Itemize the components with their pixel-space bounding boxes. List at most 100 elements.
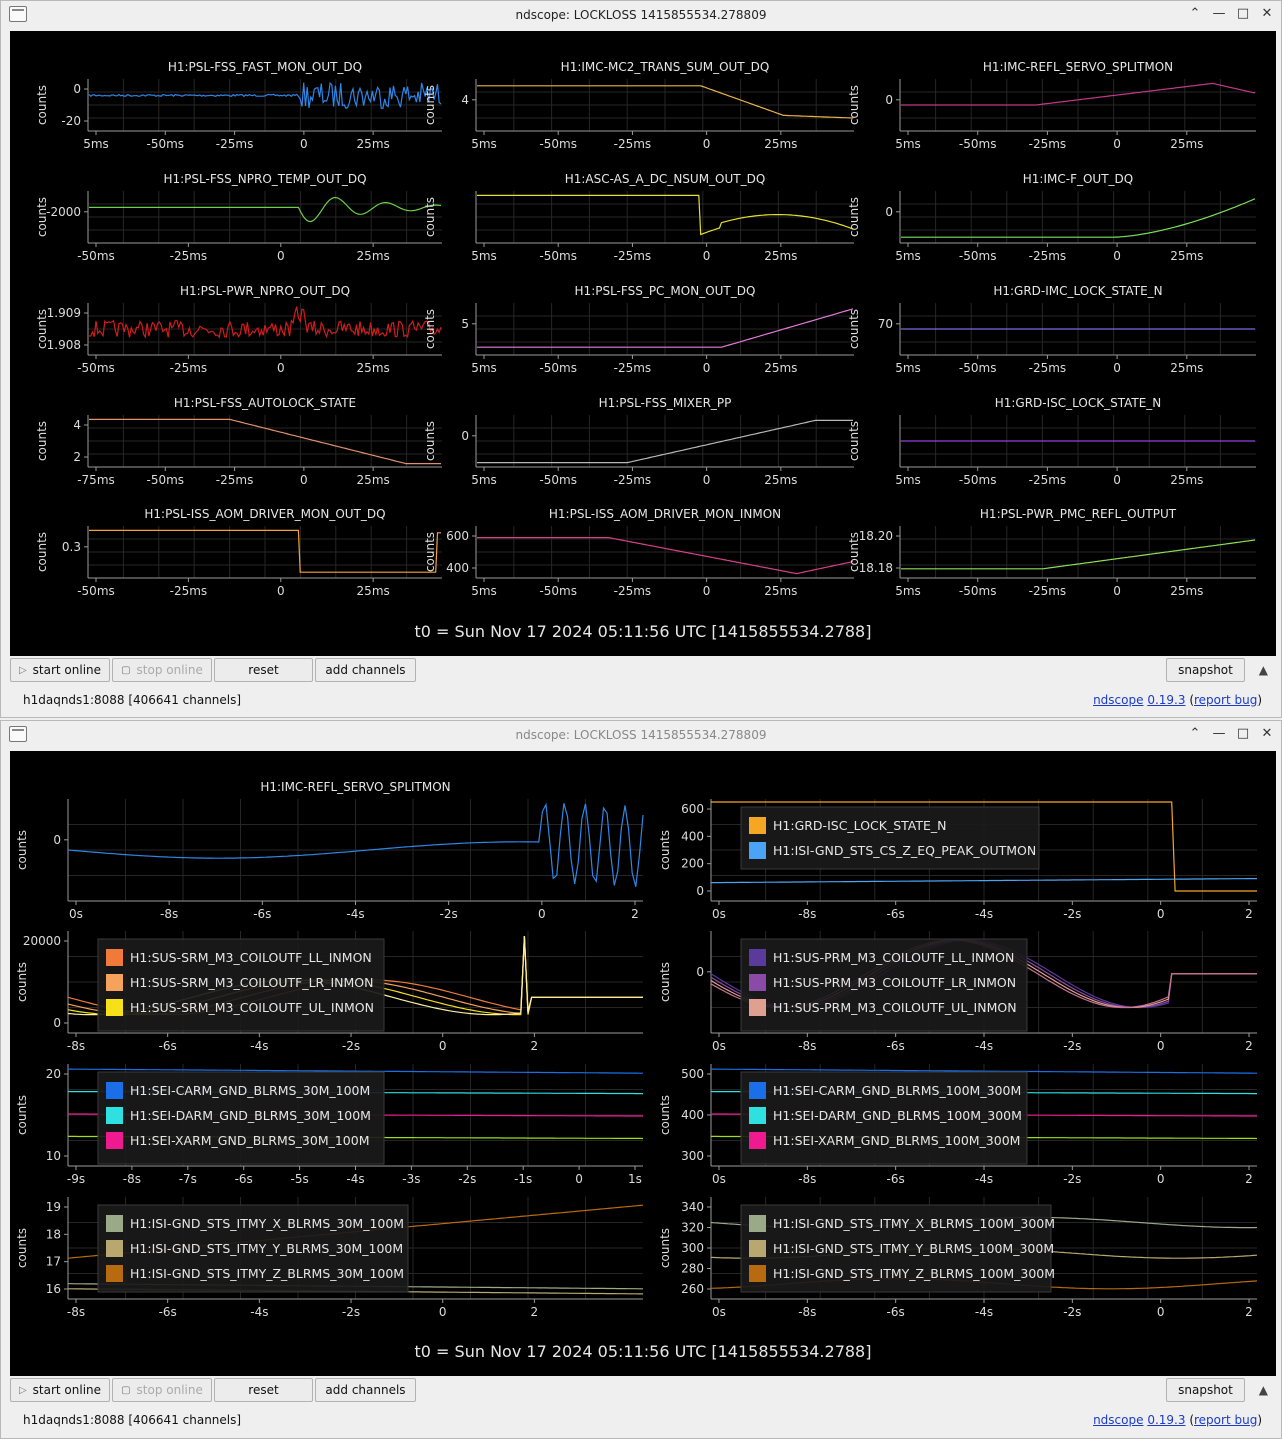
play-icon: ▷ <box>18 1384 27 1396</box>
minimize-icon[interactable]: — <box>1212 6 1226 21</box>
plot-area[interactable]: H1:IMC-REFL_SERVO_SPLITMON counts 0 0s -8s -6… <box>10 751 1276 1376</box>
x-tick-label: -5s <box>290 1172 308 1186</box>
plot-title: H1:PSL-FSS_NPRO_TEMP_OUT_DQ <box>163 172 366 186</box>
x-tick-label: -50ms <box>77 361 115 375</box>
snapshot-button[interactable]: snapshot <box>1166 658 1245 682</box>
x-tick-label: -25ms <box>1029 361 1067 375</box>
collapse-icon[interactable]: ▲ <box>1258 1383 1268 1397</box>
start-online-button[interactable]: ▷ start online <box>10 658 110 682</box>
y-axis-label: counts <box>847 197 861 237</box>
plot-panel[interactable]: H1:PSL-FSS_NPRO_TEMP_OUT_DQcounts-2000-5… <box>35 172 442 263</box>
app-icon <box>9 6 27 22</box>
x-tick-label: -50ms <box>539 249 577 263</box>
trace-line <box>68 1068 643 1074</box>
close-icon[interactable]: ✕ <box>1261 726 1273 741</box>
x-tick-label: -6s <box>887 1172 905 1186</box>
minimize-icon[interactable]: — <box>1212 726 1226 741</box>
window-titlebar[interactable]: ndscope: LOCKLOSS 1415855534.278809 ⌃ — … <box>1 1 1281 29</box>
x-tick-label: -1s <box>514 1172 532 1186</box>
report-bug-link[interactable]: report bug <box>1194 693 1258 707</box>
snapshot-label: snapshot <box>1178 1383 1233 1397</box>
x-tick-label: 25ms <box>764 249 797 263</box>
add-channels-button[interactable]: add channels <box>315 658 416 682</box>
plot-panel[interactable]: counts 500 400 300 0s -8s -6s -4s -2s 0 2 H1:SEI-CA… <box>658 1064 1258 1186</box>
maximize-icon[interactable]: □ <box>1236 726 1250 741</box>
plot-area[interactable]: H1:PSL-FSS_FAST_MON_OUT_DQ counts 0 -20 5ms -… <box>10 31 1276 656</box>
legend-label: H1:ISI-GND_STS_ITMY_X_BLRMS_100M_300M <box>773 1216 1055 1231</box>
x-tick-label: 25ms <box>357 137 390 151</box>
plot-panel[interactable]: counts 19 18 17 16 -8s -6s -4s -2s 0 2 H1:ISI-GND_S… <box>15 1197 644 1319</box>
close-icon[interactable]: ✕ <box>1261 6 1273 21</box>
y-tick-label: 500 <box>681 1067 704 1081</box>
reset-button[interactable]: reset <box>214 658 313 682</box>
legend-label: H1:SUS-PRM_M3_COILOUTF_LR_INMON <box>773 975 1016 990</box>
plot-panel[interactable]: counts 20000 0 -8s -6s -4s -2s 0 2 H1:SUS-SRM_M3_… <box>15 931 643 1053</box>
y-tick-label: 4 <box>73 418 81 432</box>
version-info: ndscope 0.19.3 (report bug) <box>1093 693 1262 707</box>
keep-above-icon[interactable]: ⌃ <box>1189 6 1201 21</box>
y-tick-label: 20 <box>46 1067 61 1081</box>
y-tick-label: 0 <box>73 82 81 96</box>
x-tick-label: -25ms <box>614 361 652 375</box>
plot-panel[interactable]: counts 20 10 -9s -8s -7s -6s -5s -4s -3s -2s -1s 0 1s… <box>15 1064 644 1186</box>
snapshot-button[interactable]: snapshot <box>1166 1378 1245 1402</box>
plot-panel[interactable]: counts 340 320 300 280 260 0s -8s -6s -4s -2s 0 2 H1:… <box>658 1197 1258 1319</box>
version-link[interactable]: 0.19.3 <box>1147 693 1186 707</box>
ndscope-link[interactable]: ndscope <box>1093 693 1144 707</box>
x-tick-label: 0 <box>1113 249 1121 263</box>
stop-online-button[interactable]: ▢ stop online <box>112 1378 212 1402</box>
plot-title: H1:PSL-PWR_NPRO_OUT_DQ <box>180 284 350 298</box>
start-online-button[interactable]: ▷ start online <box>10 1378 110 1402</box>
trace-line <box>477 537 854 575</box>
y-axis-label: counts <box>423 421 437 461</box>
trace-line <box>901 198 1256 238</box>
y-axis-label: counts <box>15 830 29 870</box>
y-tick-label: 0 <box>53 833 61 847</box>
plot-panel[interactable]: H1:PSL-PWR_NPRO_OUT_DQcounts1.9091.908-5… <box>35 284 442 375</box>
x-tick-label: -2s <box>342 1039 360 1053</box>
y-axis-label: counts <box>15 1095 29 1135</box>
x-tick-label: -7s <box>179 1172 197 1186</box>
version-link[interactable]: 0.19.3 <box>1147 1413 1186 1427</box>
window-titlebar[interactable]: ndscope: LOCKLOSS 1415855534.278809 ⌃ — … <box>1 721 1281 749</box>
toolbar: ▷ start online ▢ stop online reset add cha… <box>10 658 1276 686</box>
maximize-icon[interactable]: □ <box>1236 6 1250 21</box>
plot-panel[interactable]: counts 600 400 200 0 0s -8s -6s -4s -2s 0 2 H1:GRD-I… <box>658 799 1257 921</box>
collapse-icon[interactable]: ▲ <box>1258 663 1268 677</box>
reset-button[interactable]: reset <box>214 1378 313 1402</box>
legend-label: H1:SUS-SRM_M3_COILOUTF_LL_INMON <box>130 950 372 965</box>
x-tick-label: -8s <box>798 1305 816 1319</box>
x-tick-label: -50ms <box>539 137 577 151</box>
keep-above-icon[interactable]: ⌃ <box>1189 726 1201 741</box>
plot-title: H1:GRD-IMC_LOCK_STATE_N <box>993 284 1162 298</box>
stop-online-button[interactable]: ▢ stop online <box>112 658 212 682</box>
report-bug-link[interactable]: report bug <box>1194 1413 1258 1427</box>
y-tick-label: 0 <box>885 205 893 219</box>
ndscope-link[interactable]: ndscope <box>1093 1413 1144 1427</box>
y-tick-label: 400 <box>681 829 704 843</box>
add-channels-button[interactable]: add channels <box>315 1378 416 1402</box>
plot-title: H1:PSL-ISS_AOM_DRIVER_MON_OUT_DQ <box>144 507 385 521</box>
legend-label: H1:ISI-GND_STS_ITMY_Z_BLRMS_100M_300M <box>773 1266 1055 1281</box>
x-tick-label: 25ms <box>1170 137 1203 151</box>
y-axis-label: counts <box>847 421 861 461</box>
plot-panel[interactable]: counts 0 0s -8s -6s -4s -2s 0 2 H1:SUS-PRM_M3_COI… <box>658 931 1257 1053</box>
y-axis-label: counts <box>35 197 49 237</box>
x-tick-label: -4s <box>250 1039 268 1053</box>
